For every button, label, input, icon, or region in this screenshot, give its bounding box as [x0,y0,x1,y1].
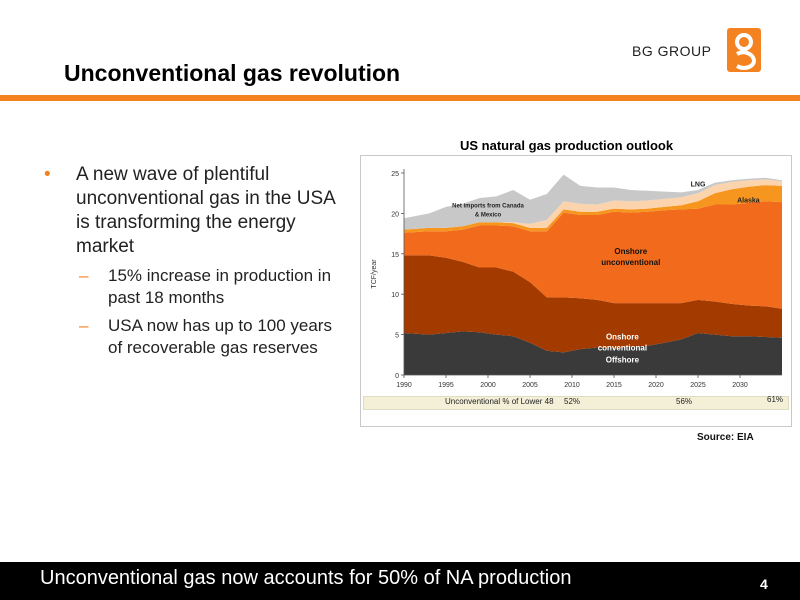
x-tick-label: 2010 [564,382,580,389]
x-tick-label: 2025 [690,382,706,389]
y-tick-label: 25 [391,171,399,178]
x-tick-label: 1995 [438,382,454,389]
unconventional-share-label: Unconventional % of Lower 48 [445,397,554,406]
series-label-onshore-unconventional: Onshore [614,247,647,256]
series-label-onshore-conventional-line2: conventional [598,343,647,352]
bullet-sub-2-text: USA now has up to 100 years of recoverab… [108,316,332,357]
share-value-2035: 61% [767,395,784,404]
series-label-onshore-conventional: Onshore [606,332,639,341]
footer-bar [0,562,800,600]
logo-text: BG GROUP [632,43,712,59]
area-onshore-conventional [404,255,782,353]
x-tick-label: 2020 [648,382,664,389]
share-value-2009: 52% [564,397,581,406]
bullet-sub-2: – USA now has up to 100 years of recover… [44,315,344,359]
x-tick-label: 2030 [732,382,748,389]
y-tick-label: 15 [391,252,399,259]
bullet-sub-1: – 15% increase in production in past 18 … [44,265,344,309]
chart-source: Source: EIA [697,432,754,443]
area-offshore [404,331,782,375]
footer-text: Unconventional gas now accounts for 50% … [40,567,572,589]
x-tick-label: 1990 [396,382,412,389]
bullet-main-text: A new wave of plentiful unconventional g… [76,164,335,257]
series-label-offshore: Offshore [606,355,640,364]
page-number: 4 [760,576,768,592]
area-net-imports-from-canada-mexico [404,174,782,230]
area-onshore-unconventional [404,201,782,309]
y-tick-label: 5 [395,333,399,340]
bullet-dot-icon: • [44,164,51,185]
share-value-2020: 56% [676,397,693,406]
y-axis-label: TCF/year [371,259,378,289]
page-title: Unconventional gas revolution [64,60,401,86]
unconventional-share-row [363,396,789,410]
y-tick-label: 10 [391,292,399,299]
x-tick-label: 2000 [480,382,496,389]
chart-title: US natural gas production outlook [460,138,674,153]
series-label-lng: LNG [691,182,706,189]
area-lng [404,179,782,230]
dash-icon: – [79,316,89,335]
series-label-onshore-unconventional-line2: unconventional [601,258,660,267]
series-label-alaska: Alaska [737,198,760,205]
y-tick-label: 20 [391,211,399,218]
series-label-net-imports-from-canada-mexico-line2: & Mexico [475,212,502,218]
title-divider [0,95,800,101]
bullet-list: • A new wave of plentiful unconventional… [44,163,344,359]
series-label-net-imports-from-canada-mexico: Net imports from Canada [452,203,524,209]
dash-icon: – [79,266,89,285]
bullet-main: • A new wave of plentiful unconventional… [44,163,344,259]
area-alaska [404,185,782,233]
y-tick-label: 0 [395,373,399,380]
x-tick-label: 2015 [606,382,622,389]
x-tick-label: 2005 [522,382,538,389]
bullet-sub-1-text: 15% increase in production in past 18 mo… [108,266,332,307]
bg-logo-icon [727,28,761,72]
